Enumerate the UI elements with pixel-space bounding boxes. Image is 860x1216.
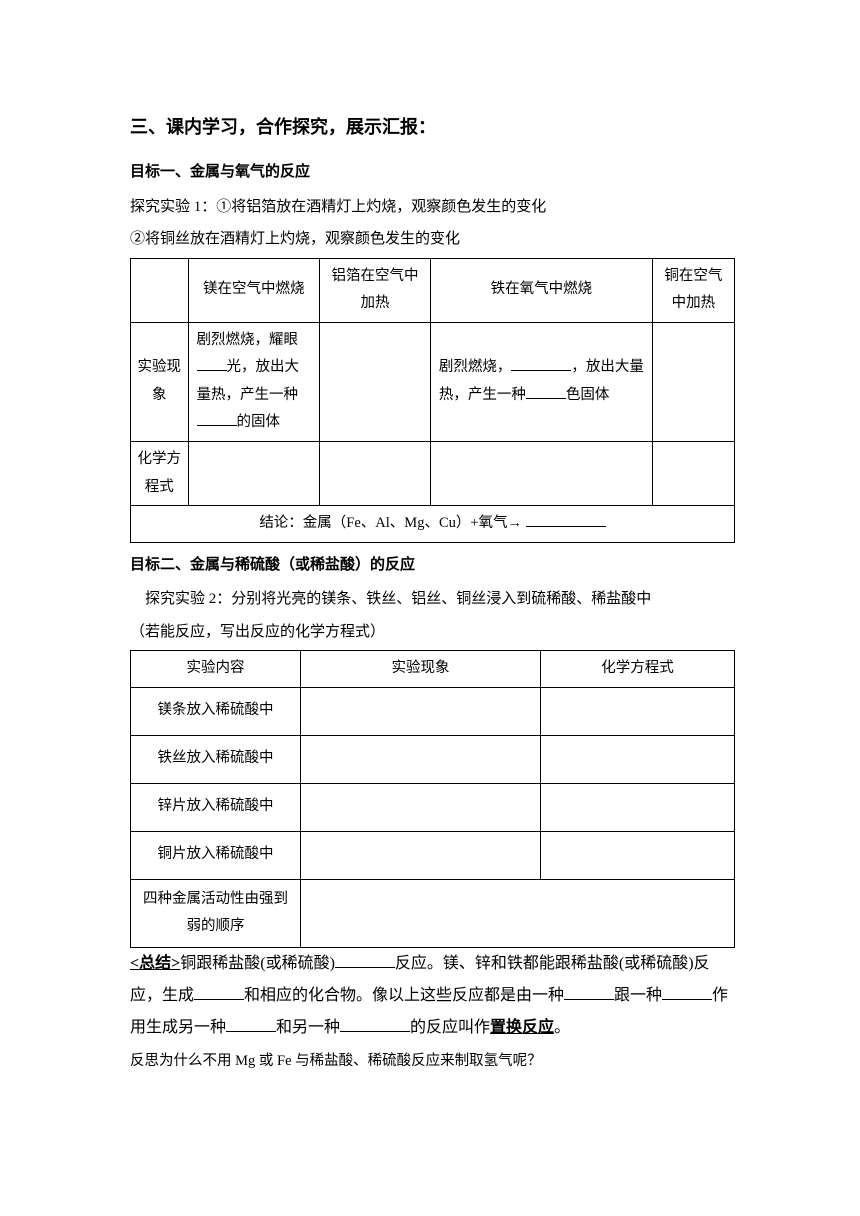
goal2-row-cu: 铜片放入稀硫酸中 (131, 831, 735, 879)
summary-paragraph: <总结>铜跟稀盐酸(或稀硫酸)反应。镁、锌和铁都能跟稀盐酸(或稀硫酸)反应，生成… (130, 948, 735, 1044)
goal2-table: 实验内容 实验现象 化学方程式 镁条放入稀硫酸中 铁丝放入稀硫酸中 锌片放入稀硫… (130, 650, 735, 948)
cell-fe-equation[interactable] (430, 441, 652, 505)
cell-fe-phenomenon: 剧烈燃烧，，放出大量热，产生一种色固体 (430, 322, 652, 441)
cell-cu-equation[interactable] (652, 441, 734, 505)
worksheet-page: 三、课内学习，合作探究，展示汇报： 目标一、金属与氧气的反应 探究实验 1：①将… (0, 0, 860, 1216)
blank-field[interactable] (197, 357, 227, 372)
col-cu: 铜在空气中加热 (652, 258, 734, 322)
cell-phenomenon[interactable] (301, 735, 541, 783)
goal2-row-mg: 镁条放入稀硫酸中 (131, 687, 735, 735)
goal1-equation-row: 化学方程式 (131, 441, 735, 505)
cell-cu-phenomenon[interactable] (652, 322, 734, 441)
col-mg: 镁在空气中燃烧 (188, 258, 319, 322)
blank-field[interactable] (340, 1016, 410, 1032)
goal1-phenomenon-row: 实验现象 剧烈燃烧，耀眼光，放出大量热，产生一种的固体 剧烈燃烧，，放出大量热，… (131, 322, 735, 441)
goal2-title: 目标二、金属与稀硫酸（或稀盐酸）的反应 (130, 551, 735, 580)
cell-mg-phenomenon: 剧烈燃烧，耀眼光，放出大量热，产生一种的固体 (188, 322, 319, 441)
blank-field[interactable] (226, 1016, 276, 1032)
blank-field[interactable] (662, 984, 712, 1000)
goal2-header-row: 实验内容 实验现象 化学方程式 (131, 651, 735, 688)
blank-field[interactable] (564, 984, 614, 1000)
term-substitution: 置换反应 (490, 1019, 554, 1036)
conclusion-cell: 结论：金属（Fe、Al、Mg、Cu）+氧气→ (131, 506, 735, 543)
goal2-row-order: 四种金属活动性由强到弱的顺序 (131, 879, 735, 947)
cell-mg-equation[interactable] (188, 441, 319, 505)
col-fe: 铁在氧气中燃烧 (430, 258, 652, 322)
blank-field[interactable] (511, 357, 571, 372)
row-label: 铜片放入稀硫酸中 (131, 831, 301, 879)
col-al: 铝箔在空气中加热 (319, 258, 430, 322)
reflection-question: 反思为什么不用 Mg 或 Fe 与稀盐酸、稀硫酸反应来制取氢气呢？ (130, 1048, 735, 1076)
blank-field[interactable] (335, 952, 395, 968)
cell-al-phenomenon[interactable] (319, 322, 430, 441)
cell-phenomenon[interactable] (301, 783, 541, 831)
summary-label: <总结> (130, 955, 180, 972)
cell-equation[interactable] (541, 687, 735, 735)
blank-field[interactable] (526, 384, 566, 399)
row-label-equation: 化学方程式 (131, 441, 189, 505)
cell-phenomenon[interactable] (301, 831, 541, 879)
goal1-table: 镁在空气中燃烧 铝箔在空气中加热 铁在氧气中燃烧 铜在空气中加热 实验现象 剧烈… (130, 258, 735, 543)
blank-field[interactable] (194, 984, 244, 1000)
cell-order[interactable] (301, 879, 735, 947)
goal1-experiment-line1: 探究实验 1：①将铝箔放在酒精灯上灼烧，观察颜色发生的变化 (130, 193, 735, 222)
goal1-experiment-line2: ②将铜丝放在酒精灯上灼烧，观察颜色发生的变化 (130, 225, 735, 254)
row-label: 四种金属活动性由强到弱的顺序 (131, 879, 301, 947)
col-content: 实验内容 (131, 651, 301, 688)
col-phenomenon: 实验现象 (301, 651, 541, 688)
row-label: 镁条放入稀硫酸中 (131, 687, 301, 735)
goal1-conclusion-row: 结论：金属（Fe、Al、Mg、Cu）+氧气→ (131, 506, 735, 543)
goal2-row-zn: 锌片放入稀硫酸中 (131, 783, 735, 831)
cell-equation[interactable] (541, 831, 735, 879)
cell-phenomenon[interactable] (301, 687, 541, 735)
goal2-note: （若能反应，写出反应的化学方程式） (130, 618, 735, 647)
col-equation: 化学方程式 (541, 651, 735, 688)
section-heading: 三、课内学习，合作探究，展示汇报： (130, 110, 735, 144)
goal2-row-fe: 铁丝放入稀硫酸中 (131, 735, 735, 783)
goal1-title: 目标一、金属与氧气的反应 (130, 158, 735, 187)
row-label: 铁丝放入稀硫酸中 (131, 735, 301, 783)
cell-equation[interactable] (541, 735, 735, 783)
cell-equation[interactable] (541, 783, 735, 831)
cell-al-equation[interactable] (319, 441, 430, 505)
row-label-phenomenon: 实验现象 (131, 322, 189, 441)
goal1-header-row: 镁在空气中燃烧 铝箔在空气中加热 铁在氧气中燃烧 铜在空气中加热 (131, 258, 735, 322)
row-label: 锌片放入稀硫酸中 (131, 783, 301, 831)
blank-field[interactable] (526, 513, 606, 528)
blank-field[interactable] (197, 412, 237, 427)
goal2-experiment-line: 探究实验 2：分别将光亮的镁条、铁丝、铝丝、铜丝浸入到硫稀酸、稀盐酸中 (145, 585, 735, 614)
